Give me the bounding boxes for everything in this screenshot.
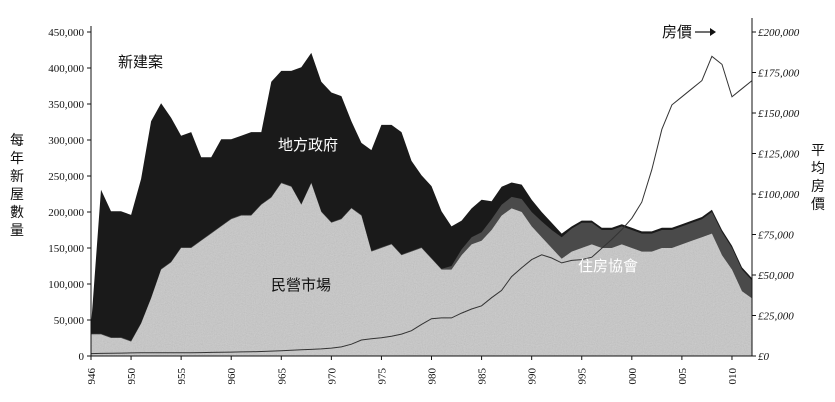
y-tick-label: 50,000	[54, 315, 85, 327]
x-tick-label: 005	[677, 368, 689, 385]
x-tick-label: 975	[376, 368, 388, 385]
label-local-government: 地方政府	[278, 136, 338, 154]
x-tick-label: 980	[427, 368, 439, 385]
label-new-build: 新建案	[118, 53, 163, 71]
y2-tick-label: £50,000	[758, 270, 794, 282]
y2-tick-label: £75,000	[758, 230, 794, 242]
x-tick-label: 995	[577, 368, 589, 385]
y-tick-label: 200,000	[48, 207, 84, 219]
label-price: 房價	[662, 23, 692, 41]
x-tick-label: 000	[627, 368, 639, 385]
x-tick-label: 960	[226, 368, 238, 385]
label-private-market: 民營市場	[271, 276, 331, 294]
y2-tick-label: £125,000	[758, 149, 800, 161]
y-axis-title-char: 量	[10, 223, 24, 239]
y2-tick-label: £25,000	[758, 311, 794, 323]
price-line	[90, 55, 753, 355]
y2-tick-label: £0	[758, 351, 770, 363]
y2-axis-title-char: 均	[811, 161, 825, 177]
y-axis-title-char: 數	[10, 205, 24, 221]
y-tick-label: 150,000	[48, 243, 84, 255]
stacked-areas	[91, 52, 752, 357]
y2-axis-title-char: 價	[811, 196, 825, 213]
y-tick-label: 100,000	[48, 279, 84, 291]
label-housing-association: 住房協會	[578, 257, 638, 275]
axes: 0 50,000 100,000 150,000 200,000 250,000 300,0…	[10, 18, 825, 385]
y-tick-label: 400,000	[48, 63, 84, 75]
y-tick-label: 0	[79, 351, 85, 363]
area-private-market	[91, 183, 752, 356]
x-tick-label: 010	[727, 368, 739, 385]
x-tick-label: 946	[86, 368, 98, 385]
y-axis-title-char: 屋	[10, 187, 24, 203]
y-axis-title-char: 年	[10, 151, 24, 167]
y-tick-label: 300,000	[48, 135, 84, 147]
x-tick-label: 990	[527, 368, 539, 385]
y2-tick-label: £100,000	[758, 189, 800, 201]
x-tick-label: 955	[176, 368, 188, 385]
y-axis-title-char: 新	[10, 169, 24, 185]
x-tick-label: 970	[326, 368, 338, 385]
y-axis-title-char: 每	[10, 133, 24, 149]
y2-tick-label: £175,000	[758, 68, 800, 80]
y-tick-label: 350,000	[48, 99, 84, 111]
y-tick-label: 250,000	[48, 171, 84, 183]
x-tick-label: 965	[276, 368, 288, 385]
y2-axis-title-char: 房	[811, 179, 825, 195]
y2-tick-label: £150,000	[758, 108, 800, 120]
y2-axis-title-char: 平	[811, 143, 825, 159]
x-tick-label: 950	[126, 368, 138, 385]
y2-tick-label: £200,000	[758, 27, 800, 39]
y-tick-label: 450,000	[48, 27, 84, 39]
price-arrow-head	[710, 28, 716, 36]
x-tick-label: 985	[477, 368, 489, 385]
price-line-group	[90, 55, 753, 355]
